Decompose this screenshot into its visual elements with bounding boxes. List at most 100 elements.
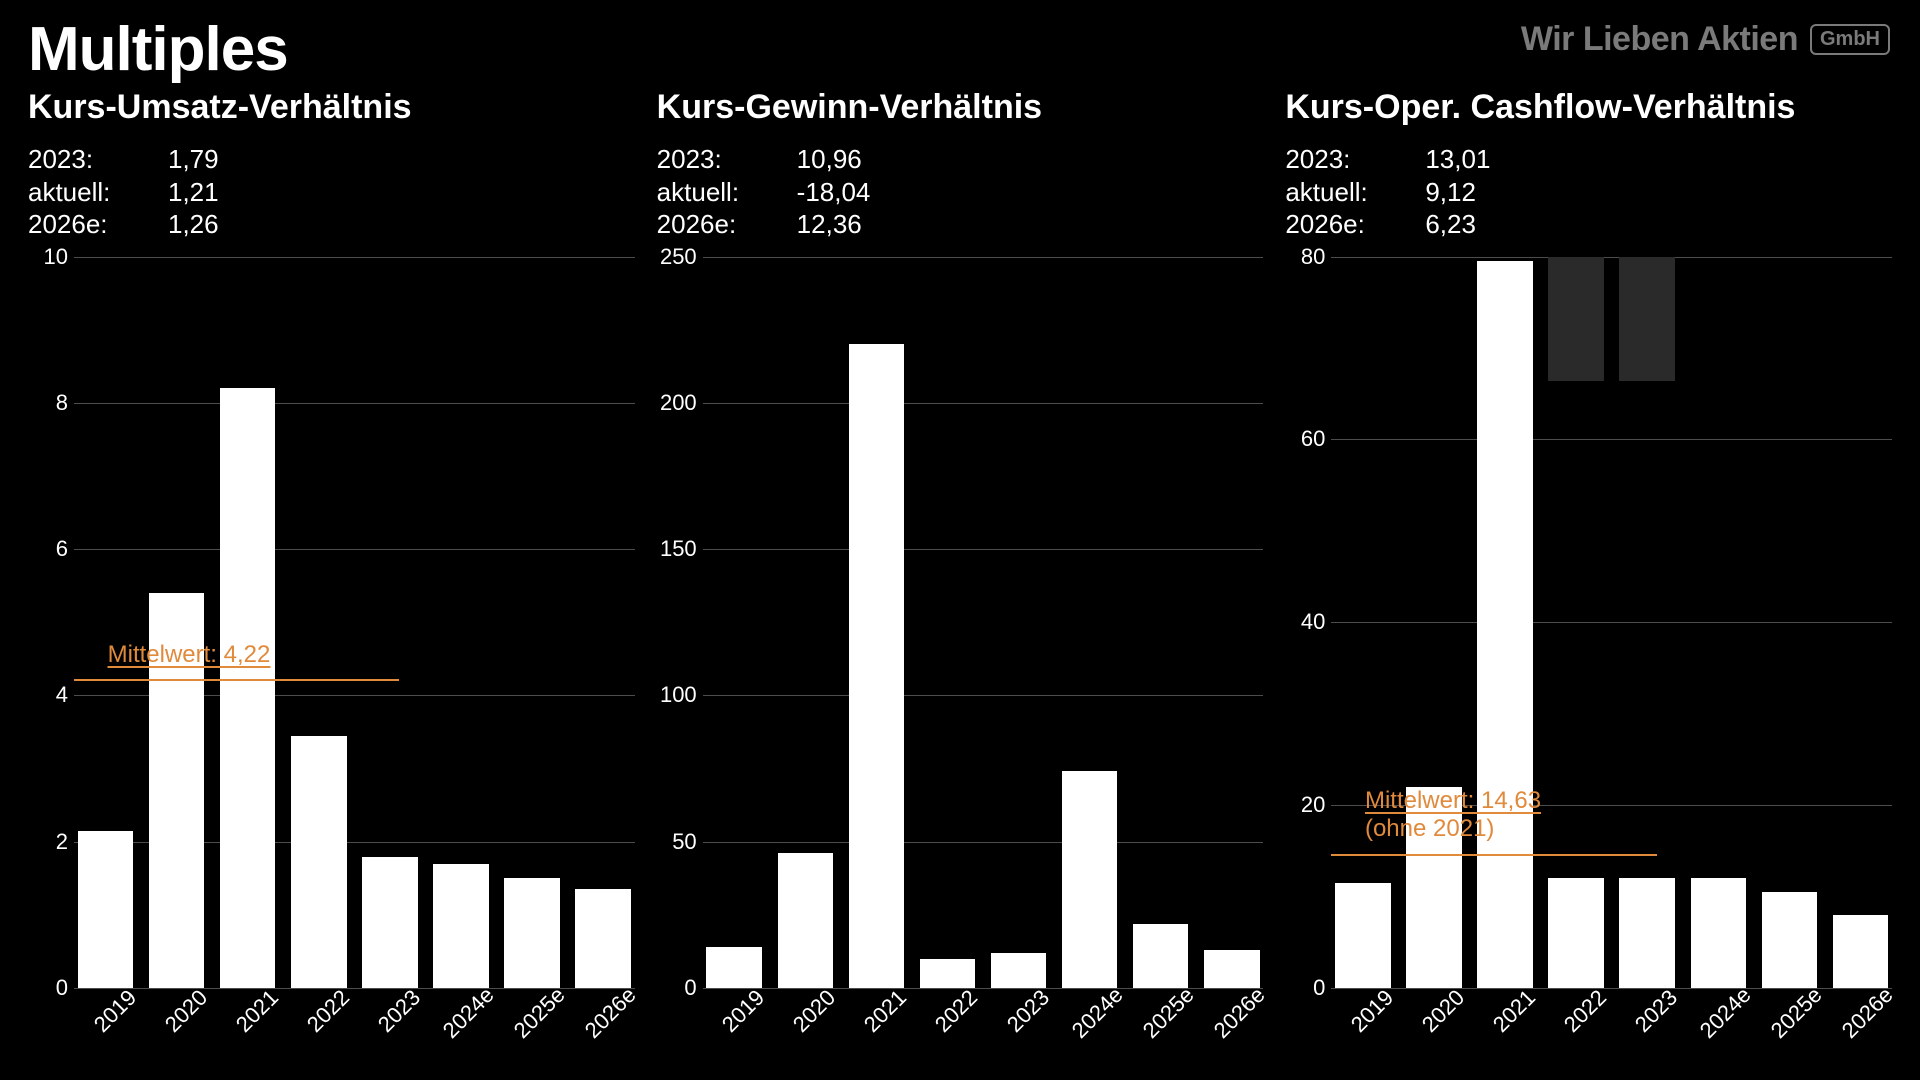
y-tick-label: 20 [1301,792,1331,818]
bar [1833,915,1889,988]
y-tick-label: 100 [660,682,703,708]
y-tick-label: 2 [56,829,74,855]
panel-title: Kurs-Gewinn-Verhältnis [657,88,1264,127]
bar-slot: 2021 [216,257,279,989]
x-tick-label: 2021 [1488,985,1541,1038]
plot-area: 020406080201920202021202220232024e2025e2… [1331,257,1892,989]
stats-row: 2023:1,79 [28,143,635,176]
bar-slot: 2021 [845,257,908,989]
stats-value: 10,96 [797,143,862,176]
stats-value: 1,21 [168,176,219,209]
stats-row: 2023:13,01 [1285,143,1892,176]
stats-label: 2023: [28,143,168,176]
y-tick-label: 250 [660,244,703,270]
y-tick-label: 0 [684,975,702,1001]
y-tick-label: 50 [672,829,702,855]
x-tick-label: 2026e [1209,982,1271,1044]
plot-area: 0246810201920202021202220232024e2025e202… [74,257,635,989]
bar [1477,261,1533,988]
bar-slot: 2019 [74,257,137,989]
mean-label: Mittelwert: 14,63(ohne 2021) [1365,787,1541,845]
stats-label: 2023: [1285,143,1425,176]
bar [1619,878,1675,988]
bar-slot: 2020 [1402,257,1465,989]
brand-text: Wir Lieben Aktien [1521,20,1798,59]
mean-line [1331,854,1656,856]
page-title: Multiples [28,14,288,85]
bar [504,878,560,988]
y-tick-label: 0 [56,975,74,1001]
bar [291,736,347,988]
panel-kcv: Kurs-Oper. Cashflow-Verhältnis 2023:13,01… [1285,88,1892,1070]
stats-row: aktuell:9,12 [1285,176,1892,209]
bar-slot: 2022 [287,257,350,989]
bar [362,857,418,988]
y-tick-label: 10 [44,244,74,270]
stats-label: aktuell: [1285,176,1425,209]
stats-value: 13,01 [1425,143,1490,176]
brand-logo: Wir Lieben Aktien GmbH [1521,20,1890,59]
bar-slot: 2019 [1331,257,1394,989]
y-tick-label: 60 [1301,426,1331,452]
bar-slot: 2024e [1058,257,1121,989]
bar-slot: 2022 [1545,257,1608,989]
stats-value: 6,23 [1425,208,1476,241]
bar [575,889,631,988]
brand-badge: GmbH [1810,24,1890,55]
x-tick-label: 2025e [1137,982,1199,1044]
bar-slot: 2026e [1200,257,1263,989]
mean-label-line2: (ohne 2021) [1365,815,1541,844]
x-tick-label: 2022 [930,985,983,1038]
bar [778,853,834,988]
stats-row: 2026e:12,36 [657,208,1264,241]
x-tick-label: 2022 [1559,985,1612,1038]
bar [220,388,276,988]
panel-kgv: Kurs-Gewinn-Verhältnis 2023:10,96aktuell:… [657,88,1264,1070]
y-tick-label: 4 [56,682,74,708]
bar [1691,878,1747,988]
bar-slot: 2020 [774,257,837,989]
plot-area: 050100150200250201920202021202220232024e… [703,257,1264,989]
stats-block: 2023:10,96aktuell:-18,042026e:12,36 [657,143,1264,241]
overlay-bar [1619,257,1675,381]
bar [1762,892,1818,988]
stats-row: 2026e:6,23 [1285,208,1892,241]
stats-block: 2023:1,79aktuell:1,212026e:1,26 [28,143,635,241]
stats-row: 2026e:1,26 [28,208,635,241]
bar-slot: 2022 [916,257,979,989]
y-tick-label: 200 [660,390,703,416]
bar [920,959,976,988]
y-tick-label: 80 [1301,244,1331,270]
x-tick-label: 2020 [788,985,841,1038]
stats-value: 12,36 [797,208,862,241]
stats-row: aktuell:-18,04 [657,176,1264,209]
x-tick-label: 2024e [1066,982,1128,1044]
bar-slot: 2026e [1829,257,1892,989]
panel-title: Kurs-Oper. Cashflow-Verhältnis [1285,88,1892,127]
x-tick-label: 2021 [231,985,284,1038]
x-tick-label: 2019 [1346,985,1399,1038]
x-tick-label: 2024e [438,982,500,1044]
bar [78,831,134,988]
x-tick-label: 2020 [159,985,212,1038]
x-tick-label: 2021 [859,985,912,1038]
bar-slot: 2023 [987,257,1050,989]
stats-value: 1,26 [168,208,219,241]
bar-slot: 2020 [145,257,208,989]
stats-label: 2023: [657,143,797,176]
x-tick-label: 2026e [580,982,642,1044]
stats-value: 1,79 [168,143,219,176]
stats-label: aktuell: [28,176,168,209]
bar-slot: 2025e [1129,257,1192,989]
x-tick-label: 2022 [302,985,355,1038]
bar [1133,924,1189,988]
stats-label: 2026e: [657,208,797,241]
x-tick-label: 2023 [1001,985,1054,1038]
bar [1062,771,1118,988]
bar-slot: 2025e [1758,257,1821,989]
x-tick-label: 2023 [373,985,426,1038]
panel-title: Kurs-Umsatz-Verhältnis [28,88,635,127]
bar-slot: 2023 [358,257,421,989]
bar-slot: 2023 [1616,257,1679,989]
bars: 201920202021202220232024e2025e2026e [1331,257,1892,989]
